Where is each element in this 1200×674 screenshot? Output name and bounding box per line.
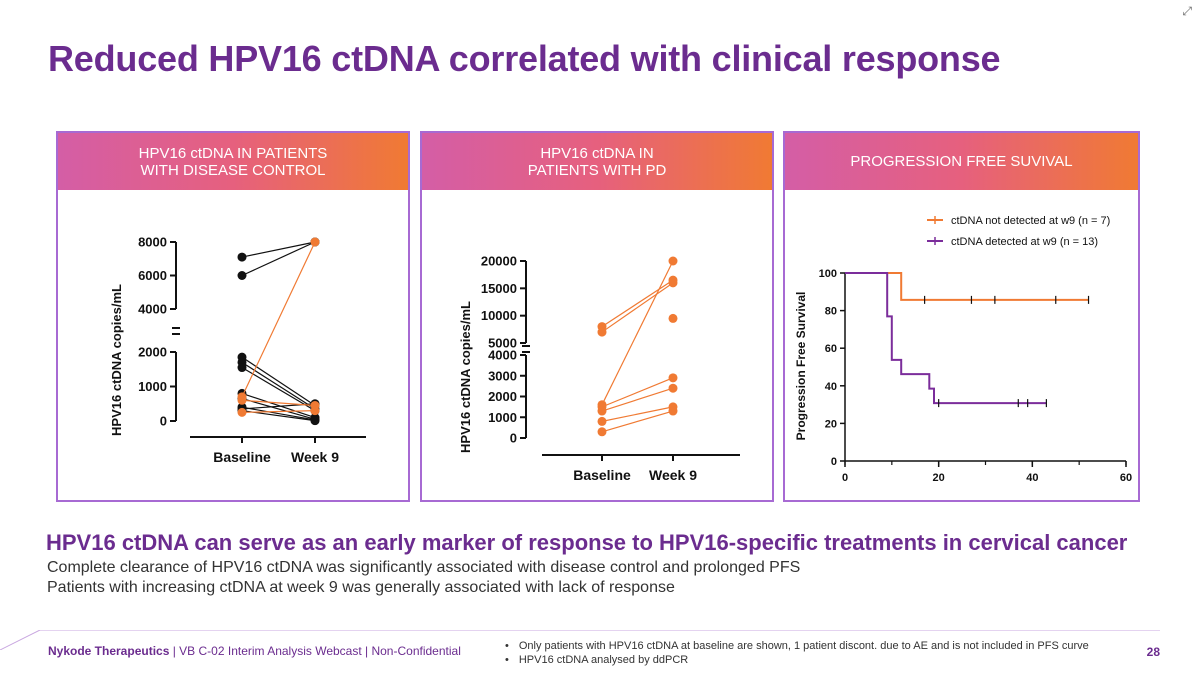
panel-header-line: PATIENTS WITH PD [527, 161, 667, 179]
y-tick-label: 0 [510, 431, 517, 446]
patient-point-baseline [237, 271, 247, 280]
x-tick-label: 20 [933, 472, 945, 484]
patient-line [601, 260, 674, 406]
x-tick-label: 60 [1120, 472, 1132, 484]
patient-point-baseline [237, 407, 247, 417]
patient-point-week9 [668, 373, 678, 383]
patient-line [241, 392, 316, 419]
panel-header: HPV16 ctDNA IN PATIENTS WITH PD [422, 133, 772, 190]
x-tick-label: Week 9 [291, 449, 339, 465]
patient-line [601, 410, 674, 433]
patient-line [241, 367, 316, 412]
patient-line [601, 282, 674, 333]
footnotes: Only patients with HPV16 ctDNA at baseli… [505, 639, 1089, 667]
y-tick-label: 10000 [481, 308, 517, 323]
y-axis-label: Progression Free Survival [794, 292, 808, 441]
x-tick-label: Week 9 [649, 467, 697, 483]
page-number: 28 [1146, 645, 1160, 659]
y-tick-label: 40 [825, 381, 837, 393]
panel-header: PROGRESSION FREE SUVIVAL [785, 133, 1138, 190]
patient-point-week9 [310, 237, 320, 247]
patient-point-week9 [310, 406, 320, 416]
patient-point-week9 [310, 416, 320, 426]
patient-point-week9 [668, 256, 678, 266]
y-tick-label: 8000 [138, 235, 167, 250]
y-tick-label: 1000 [488, 410, 517, 425]
page-title: Reduced HPV16 ctDNA correlated with clin… [48, 38, 1001, 79]
panel-header-line: PROGRESSION FREE SUVIVAL [850, 153, 1073, 170]
footer-divider [0, 630, 1160, 650]
finding-line: Complete clearance of HPV16 ctDNA was si… [47, 559, 801, 576]
footer-subtitle: | VB C-02 Interim Analysis Webcast | Non… [172, 644, 461, 658]
y-tick-label: 6000 [138, 268, 167, 283]
y-tick-label: 15000 [481, 281, 517, 296]
survival-curve [845, 272, 1089, 301]
patient-line [601, 406, 674, 422]
patient-line [241, 397, 316, 420]
finding-line: Patients with increasing ctDNA at week 9… [47, 579, 675, 596]
patient-point-week9 [668, 278, 678, 288]
x-tick-label: 40 [1026, 472, 1038, 484]
x-tick-label: Baseline [213, 449, 271, 465]
patient-point-week9 [668, 406, 678, 416]
y-tick-label: 4000 [138, 302, 167, 317]
patient-line [601, 377, 674, 408]
y-tick-label: 20 [825, 418, 837, 430]
panel-pfs: PROGRESSION FREE SUVIVAL Progression Fre… [783, 131, 1140, 502]
patient-line [241, 406, 316, 421]
patient-line [601, 387, 674, 412]
panel-header: HPV16 ctDNA IN PATIENTS WITH DISEASE CON… [58, 133, 408, 190]
patient-line [241, 241, 316, 258]
patient-point-week9 [668, 383, 678, 393]
y-tick-label: 20000 [481, 254, 517, 269]
disease-control-chart: HPV16 ctDNA copies/mL 0 1000 2000 4000 6000 80… [109, 235, 366, 465]
patient-point-baseline [237, 363, 247, 373]
y-tick-label: 80 [825, 306, 837, 318]
patient-line [601, 279, 674, 328]
y-tick-label: 2000 [488, 389, 517, 404]
footnote: Only patients with HPV16 ctDNA at baseli… [505, 639, 1089, 653]
y-tick-label: 0 [160, 414, 167, 429]
y-tick-label: 5000 [488, 336, 517, 351]
panel-header-line: HPV16 ctDNA IN [540, 144, 654, 162]
patient-line [241, 410, 316, 413]
survival-curve [845, 272, 1047, 405]
footnote: HPV16 ctDNA analysed by ddPCR [505, 653, 1089, 667]
headline: HPV16 ctDNA can serve as an early marker… [46, 530, 1128, 555]
panel-header-line: WITH DISEASE CONTROL [140, 161, 326, 179]
patient-point-baseline [237, 395, 247, 405]
patient-point-baseline [237, 252, 247, 262]
company-name: Nykode Therapeutics [48, 644, 170, 658]
y-tick-label: 3000 [488, 368, 517, 383]
pd-chart: HPV16 ctDNA copies/mL 0 1000 2000 3000 400050… [458, 254, 740, 483]
y-tick-label: 4000 [488, 348, 517, 363]
pfs-chart: Progression Free Survival 0 20 40 60 80 100 0 20… [794, 215, 1132, 484]
y-axis-label: HPV16 ctDNA copies/mL [109, 284, 124, 436]
y-tick-label: 100 [819, 268, 837, 280]
panel-disease-control: HPV16 ctDNA IN PATIENTS WITH DISEASE CON… [56, 131, 410, 502]
x-tick-label: 0 [842, 472, 848, 484]
patient-line [241, 241, 316, 277]
y-tick-label: 60 [825, 343, 837, 355]
patient-line [241, 356, 316, 406]
expand-icon[interactable]: ⤢ [1182, 4, 1192, 18]
y-tick-label: 2000 [138, 345, 167, 360]
patient-line [241, 399, 316, 407]
patient-point-baseline [597, 406, 607, 416]
panel-header-line: HPV16 ctDNA IN PATIENTS [138, 144, 328, 162]
x-tick-label: Baseline [573, 467, 631, 483]
y-axis-label: HPV16 ctDNA copies/mL [458, 301, 473, 453]
unpaired-point [668, 313, 678, 323]
patient-line [241, 241, 316, 398]
y-tick-label: 0 [831, 456, 837, 468]
patient-point-baseline [597, 427, 607, 437]
legend-label: ctDNA not detected at w9 (n = 7) [951, 215, 1110, 227]
patient-point-baseline [597, 327, 607, 337]
panel-pd: HPV16 ctDNA IN PATIENTS WITH PD HPV16 ct… [420, 131, 774, 502]
y-tick-label: 1000 [138, 379, 167, 394]
legend-label: ctDNA detected at w9 (n = 13) [951, 236, 1098, 248]
patient-point-baseline [597, 416, 607, 426]
footer-company: Nykode Therapeutics | VB C-02 Interim An… [48, 644, 461, 658]
